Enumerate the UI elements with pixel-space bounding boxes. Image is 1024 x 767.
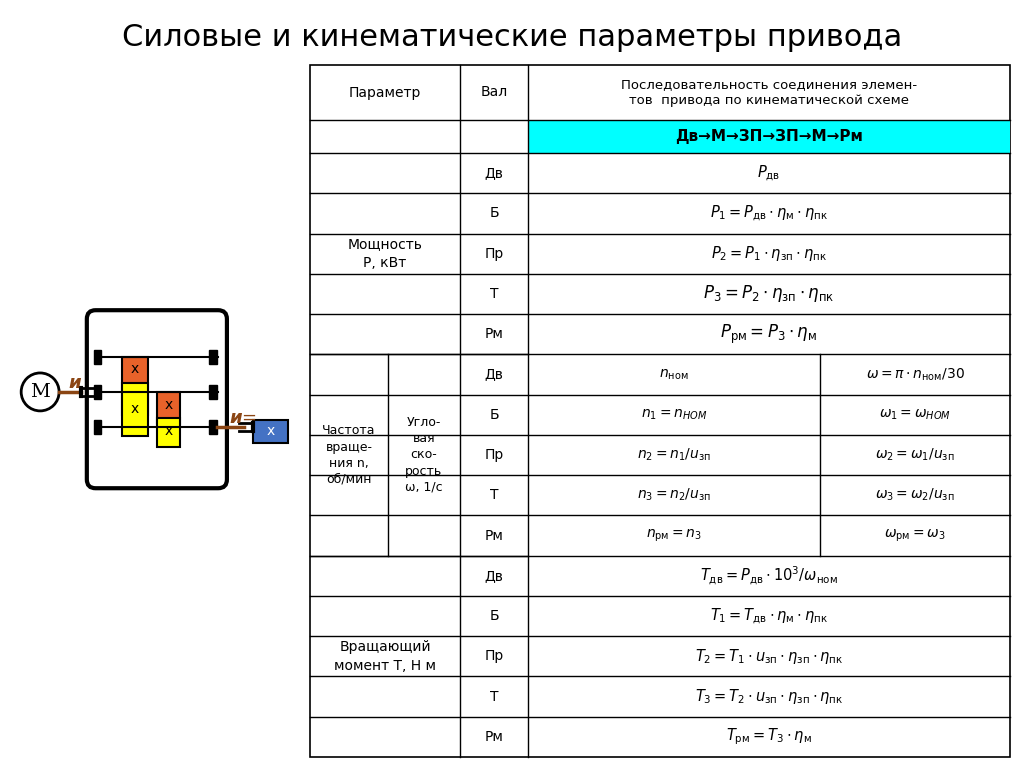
Bar [209,350,217,364]
Text: =: = [242,409,256,427]
Text: Мощность
P, кВт: Мощность P, кВт [347,238,423,270]
Text: $n_2 = n_1/u_{\rm зп}$: $n_2 = n_1/u_{\rm зп}$ [637,447,711,463]
Text: x: x [165,424,173,438]
Text: x: x [266,424,274,438]
FancyBboxPatch shape [87,310,227,489]
Text: $T_{\rm рм} = T_3 \cdot \eta_{\rm м}$: $T_{\rm рм} = T_3 \cdot \eta_{\rm м}$ [726,726,812,747]
Text: Б: Б [489,206,499,220]
Text: Дв: Дв [484,166,504,180]
Bar [157,392,180,424]
Text: М: М [30,383,50,401]
Text: $\omega_3 = \omega_2/u_{\rm зп}$: $\omega_3 = \omega_2/u_{\rm зп}$ [876,487,954,503]
Bar [157,418,180,447]
Text: $P_1 = P_{\rm дв} \cdot \eta_{\rm м} \cdot \eta_{\rm пк}$: $P_1 = P_{\rm дв} \cdot \eta_{\rm м} \cd… [710,203,828,223]
Text: $\omega_1 = \omega_{\it НОМ}$: $\omega_1 = \omega_{\it НОМ}$ [879,407,951,422]
Text: Последовательность соединения элемен-
тов  привода по кинематической схеме: Последовательность соединения элемен- то… [621,78,918,107]
Text: Угло-
вая
ско-
рость
ω, 1/с: Угло- вая ско- рость ω, 1/с [406,416,442,493]
Text: $T_2 = T_1 \cdot u_{\rm зп} \cdot \eta_{\rm зп} \cdot \eta_{\rm пк}$: $T_2 = T_1 \cdot u_{\rm зп} \cdot \eta_{… [695,647,843,666]
Text: Силовые и кинематические параметры привода: Силовые и кинематические параметры приво… [122,24,902,52]
Bar [94,384,101,399]
Bar [209,420,217,434]
Text: Дв→М→ЗП→ЗП→М→Рм: Дв→М→ЗП→ЗП→М→Рм [675,129,863,144]
Text: x: x [165,398,173,412]
Text: $P_{\rm дв}$: $P_{\rm дв}$ [758,163,780,183]
Text: Дв: Дв [484,569,504,583]
Text: Пр: Пр [484,650,504,663]
Text: Рм: Рм [484,328,504,341]
Bar [122,357,148,415]
Text: $n_1 = n_{\it НОМ}$: $n_1 = n_{\it НОМ}$ [641,407,708,422]
Text: Дв: Дв [484,367,504,381]
Text: $\omega_{\rm рм} = \omega_3$: $\omega_{\rm рм} = \omega_3$ [885,528,946,544]
Text: $n_{\rm ном}$: $n_{\rm ном}$ [659,367,689,382]
Text: Т: Т [489,690,499,703]
Text: $P_3 = P_2 \cdot \eta_{\rm зп} \cdot \eta_{\rm пк}$: $P_3 = P_2 \cdot \eta_{\rm зп} \cdot \et… [703,284,835,304]
Text: $T_{\rm дв} = P_{\rm дв} \cdot 10^3/\omega_{\rm ном}$: $T_{\rm дв} = P_{\rm дв} \cdot 10^3/\ome… [700,565,838,588]
Text: Вал: Вал [480,85,508,100]
Text: Т: Т [489,287,499,301]
Text: $n_3 = n_2/u_{\rm зп}$: $n_3 = n_2/u_{\rm зп}$ [637,487,711,503]
Text: и: и [69,374,82,392]
Text: $T_3 = T_2 \cdot u_{\rm зп} \cdot \eta_{\rm зп} \cdot \eta_{\rm пк}$: $T_3 = T_2 \cdot u_{\rm зп} \cdot \eta_{… [695,687,843,706]
Text: x: x [131,403,139,416]
Bar [122,384,148,436]
Text: x: x [131,361,139,376]
Text: Вращающий
момент T, Н м: Вращающий момент T, Н м [334,640,436,673]
Text: $T_1 = T_{\rm дв} \cdot \eta_{\rm м} \cdot \eta_{\rm пк}$: $T_1 = T_{\rm дв} \cdot \eta_{\rm м} \cd… [710,606,828,626]
Text: Б: Б [489,408,499,422]
Text: Пр: Пр [484,448,504,462]
Text: Б: Б [489,609,499,623]
Text: $\omega = \pi \cdot n_{\rm ном}/30$: $\omega = \pi \cdot n_{\rm ном}/30$ [865,367,965,383]
Text: Параметр: Параметр [349,85,421,100]
Text: и: и [229,409,242,427]
Bar [94,420,101,434]
Text: $\omega_2 = \omega_1/u_{\rm зп}$: $\omega_2 = \omega_1/u_{\rm зп}$ [876,447,954,463]
Bar [528,120,1010,153]
Text: Т: Т [489,489,499,502]
Text: $P_{\rm рм} = P_3 \cdot \eta_{\rm м}$: $P_{\rm рм} = P_3 \cdot \eta_{\rm м}$ [721,323,817,346]
Text: Пр: Пр [484,247,504,261]
Text: Частота
враще-
ния n,
об/мин: Частота враще- ния n, об/мин [323,424,376,486]
Text: $P_2 = P_1 \cdot \eta_{\rm зп} \cdot \eta_{\rm пк}$: $P_2 = P_1 \cdot \eta_{\rm зп} \cdot \et… [711,244,827,263]
Text: Рм: Рм [484,730,504,744]
Text: $n_{\rm рм} = n_3$: $n_{\rm рм} = n_3$ [646,528,701,544]
Text: Рм: Рм [484,528,504,542]
Bar [94,350,101,364]
Bar [253,420,288,443]
Bar [209,384,217,399]
